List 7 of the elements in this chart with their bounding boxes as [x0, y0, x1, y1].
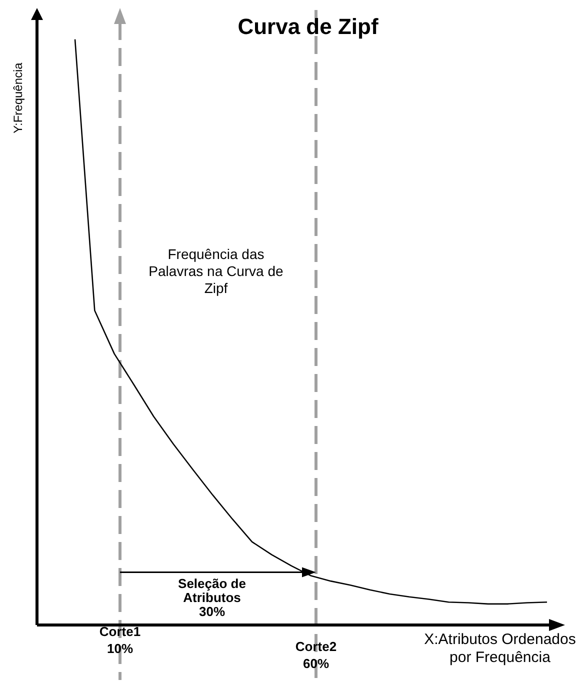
annotation: Seleção de Atributos 30% — [178, 576, 246, 619]
annotation: Corte1 10% — [99, 624, 141, 656]
x-axis-title: X:Atributos Ordenados por Frequência — [424, 631, 576, 666]
chart-title: Curva de Zipf — [238, 14, 379, 39]
annotation: Frequência das Palavras na Curva de Zipf — [148, 246, 284, 296]
y-axis-title: Y:Frequência — [11, 62, 25, 134]
text: Corte2 60% — [295, 639, 337, 671]
